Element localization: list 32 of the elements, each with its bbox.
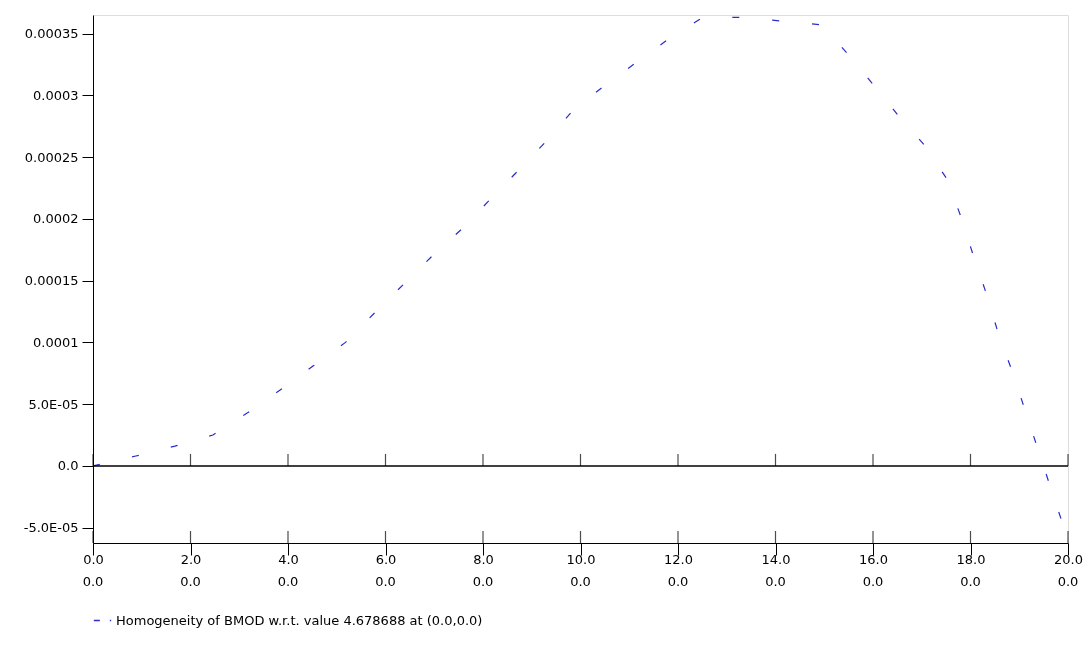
x-tick-label: 8.0: [473, 551, 494, 567]
y-tick-label: 0.0: [57, 458, 79, 474]
x-tick-label: 16.0: [859, 551, 888, 567]
text: 0.0: [570, 574, 591, 589]
x-tick-label: 0.0: [83, 551, 104, 567]
y-tick-label: -5.0E-05: [23, 520, 79, 536]
text: 0.0: [765, 574, 786, 589]
text: 0.0: [277, 574, 299, 589]
y-tick-label: 0.00025: [24, 149, 79, 165]
y-tick-label: 0.0003: [33, 87, 79, 103]
text: 0.0: [82, 574, 104, 589]
x-tick-label: 6.0: [375, 551, 397, 567]
x-tick-label: 10.0: [566, 551, 596, 567]
legend-label: Homogeneity of BMOD w.r.t. value 4.678688 at (0.0,0.0): [116, 612, 483, 628]
text: 0.0: [472, 574, 494, 589]
text: 0.0: [180, 574, 201, 589]
text: 0.0: [667, 574, 689, 589]
text: 0.0: [862, 574, 884, 589]
x-tick-label: 12.0: [664, 551, 693, 567]
x-tick-label: 4.0: [278, 551, 299, 567]
text: 0.0: [960, 574, 981, 589]
x-tick-label: 14.0: [761, 551, 791, 567]
y-tick-label: 0.0001: [33, 334, 79, 350]
y-tick-label: 0.00015: [24, 273, 79, 289]
x-tick-label: 2.0: [180, 551, 202, 567]
y-tick-label: 0.0002: [33, 211, 79, 227]
text: 0.0: [375, 574, 396, 589]
x-tick-label: 18.0: [956, 551, 986, 567]
text: 0.0: [1057, 574, 1079, 589]
y-tick-label: 0.00035: [24, 26, 79, 42]
y-tick-label: 5.0E-05: [28, 396, 79, 412]
x-tick-label: 20.0: [1054, 551, 1083, 567]
